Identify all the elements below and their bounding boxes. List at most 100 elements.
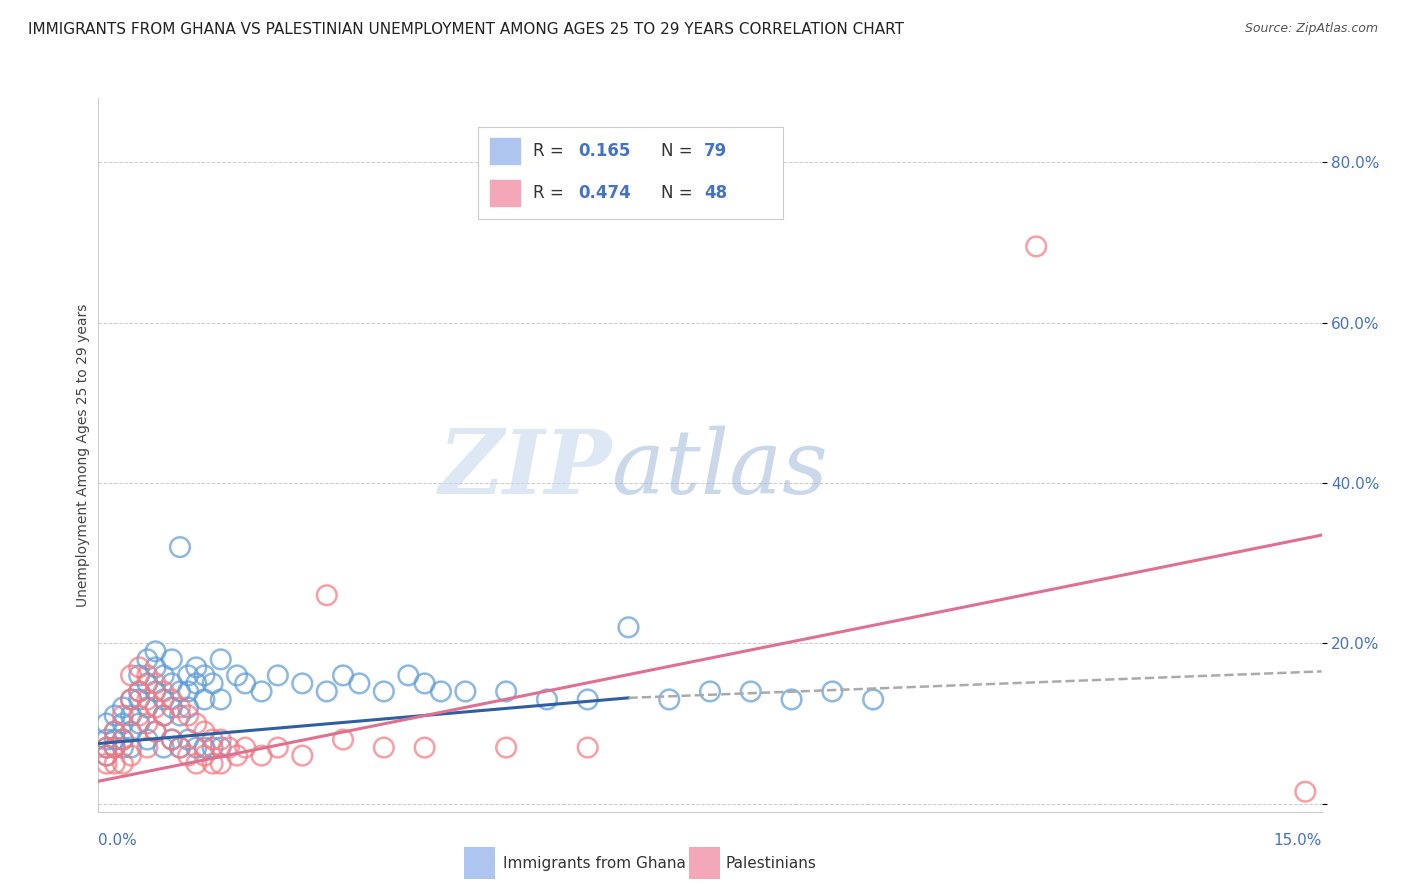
Point <box>315 684 337 698</box>
Point <box>120 724 142 739</box>
Point <box>201 732 224 747</box>
Point <box>186 676 208 690</box>
Point <box>169 700 191 714</box>
Point <box>104 724 127 739</box>
Point <box>291 748 314 763</box>
Point <box>177 748 200 763</box>
Point <box>226 748 249 763</box>
Point <box>111 716 134 731</box>
Point <box>152 708 174 723</box>
Text: 79: 79 <box>704 142 727 160</box>
Point <box>186 660 208 674</box>
Point <box>617 620 640 634</box>
Point <box>152 668 174 682</box>
Point <box>430 684 453 698</box>
Point <box>128 684 150 698</box>
Point <box>373 684 395 698</box>
Point <box>218 740 240 755</box>
Point <box>136 732 159 747</box>
Point <box>136 740 159 755</box>
Point <box>120 740 142 755</box>
Point <box>111 756 134 771</box>
Y-axis label: Unemployment Among Ages 25 to 29 years: Unemployment Among Ages 25 to 29 years <box>76 303 90 607</box>
Point <box>193 724 215 739</box>
Point <box>128 716 150 731</box>
Point <box>349 676 371 690</box>
Point <box>201 676 224 690</box>
Point <box>152 692 174 706</box>
Point <box>267 668 290 682</box>
Point <box>495 684 517 698</box>
Point <box>186 756 208 771</box>
Point <box>495 740 517 755</box>
Point <box>120 692 142 706</box>
Point <box>233 676 256 690</box>
Point <box>128 692 150 706</box>
Point <box>169 540 191 554</box>
Point <box>136 692 159 706</box>
Point <box>120 692 142 706</box>
Text: 0.474: 0.474 <box>578 185 631 202</box>
Point <box>193 668 215 682</box>
Text: 15.0%: 15.0% <box>1274 833 1322 848</box>
Point <box>104 756 127 771</box>
Point <box>576 692 599 706</box>
Point <box>136 700 159 714</box>
Point <box>96 748 118 763</box>
Point <box>332 732 354 747</box>
Point <box>396 668 419 682</box>
Point <box>576 740 599 755</box>
Point <box>160 700 183 714</box>
Point <box>233 740 256 755</box>
Point <box>160 692 183 706</box>
Text: Palestinians: Palestinians <box>725 856 817 871</box>
Point <box>193 748 215 763</box>
Point <box>201 740 224 755</box>
Point <box>267 740 290 755</box>
Point <box>193 740 215 755</box>
Point <box>186 716 208 731</box>
Point <box>169 708 191 723</box>
Point <box>209 740 232 755</box>
Point <box>120 748 142 763</box>
Point <box>373 740 395 755</box>
Point <box>413 740 436 755</box>
Point <box>177 708 200 723</box>
Point <box>1025 239 1047 253</box>
Point <box>209 692 232 706</box>
Point <box>136 716 159 731</box>
Point <box>128 668 150 682</box>
Point <box>169 740 191 755</box>
Point <box>209 652 232 666</box>
Point <box>201 756 224 771</box>
Point <box>862 692 884 706</box>
Point <box>332 668 354 682</box>
Point <box>128 708 150 723</box>
Text: N =: N = <box>661 185 693 202</box>
Point <box>136 668 159 682</box>
Point <box>145 676 167 690</box>
Point <box>160 676 183 690</box>
Text: R =: R = <box>533 142 564 160</box>
Point <box>120 668 142 682</box>
Point <box>209 732 232 747</box>
Text: atlas: atlas <box>612 425 828 513</box>
Point <box>160 732 183 747</box>
Point <box>315 588 337 602</box>
Text: IMMIGRANTS FROM GHANA VS PALESTINIAN UNEMPLOYMENT AMONG AGES 25 TO 29 YEARS CORR: IMMIGRANTS FROM GHANA VS PALESTINIAN UNE… <box>28 22 904 37</box>
Text: Source: ZipAtlas.com: Source: ZipAtlas.com <box>1244 22 1378 36</box>
Point <box>152 708 174 723</box>
Point <box>536 692 558 706</box>
Point <box>96 748 118 763</box>
Point <box>177 684 200 698</box>
Point <box>111 700 134 714</box>
Point <box>145 724 167 739</box>
Point <box>169 740 191 755</box>
Point <box>145 660 167 674</box>
Text: 0.0%: 0.0% <box>98 833 138 848</box>
Point <box>226 668 249 682</box>
Point <box>111 732 134 747</box>
Point <box>169 684 191 698</box>
Point <box>699 684 721 698</box>
Text: 48: 48 <box>704 185 727 202</box>
